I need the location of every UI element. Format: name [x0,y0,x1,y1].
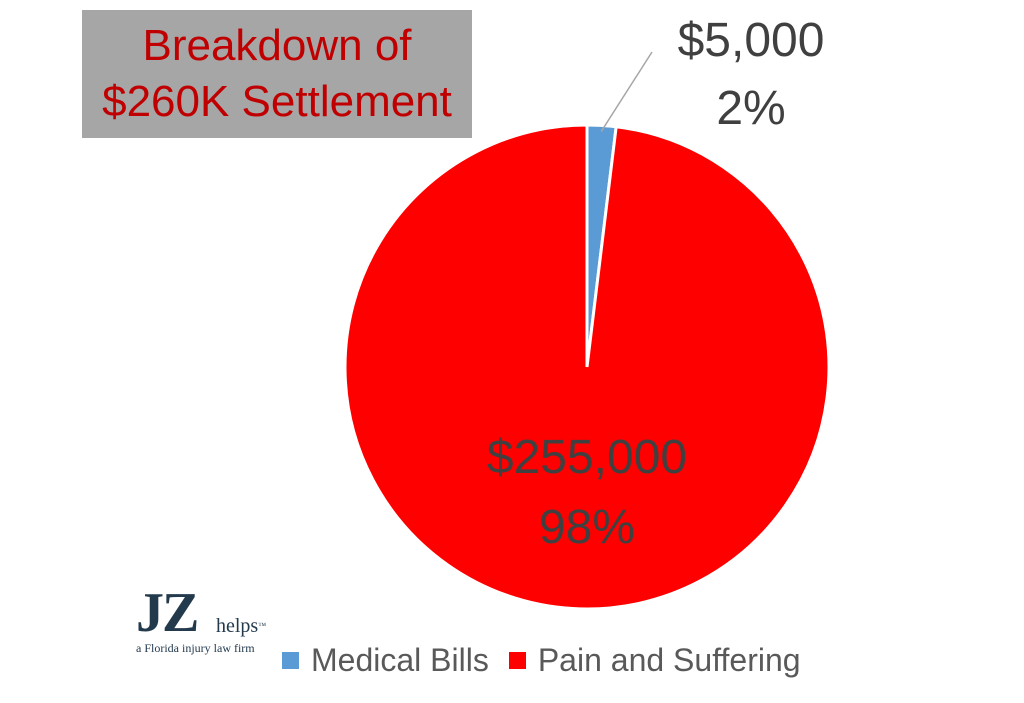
data-label-pain-and-suffering-percent: 98% [539,501,635,554]
data-label-medical-bills-percent: 2% [716,82,785,135]
logo-mark: JZ [136,582,199,644]
legend-swatch-pain-and-suffering [508,651,526,669]
logo-tagline: a Florida injury law firm [136,641,255,655]
data-label-medical-bills-value: $5,000 [678,14,825,67]
pie-slice-pain-and-suffering [343,123,831,611]
legend-label-medical-bills: Medical Bills [311,641,489,678]
legend-swatch-medical-bills [282,651,299,669]
chart-title: Breakdown of $260K Settlement [82,10,472,138]
logo-trademark: ™ [258,621,267,630]
jzhelps-logo: JZ helps™ a Florida injury law firm [136,585,296,665]
legend-label-pain-and-suffering: Pain and Suffering [537,641,801,678]
logo-word: helps™ [216,615,266,637]
legend-item-medical-bills: Medical Bills [282,642,489,679]
chart-title-line-1: Breakdown of [142,21,412,70]
data-label-pain-and-suffering-value: $255,000 [487,431,687,484]
logo-word-text: helps [216,615,259,637]
medical-bills-leader-line [600,51,653,132]
legend-item-pain-and-suffering: Pain and Suffering [508,641,801,679]
chart-legend: Medical Bills Pain and Suffering [282,640,821,680]
chart-title-line-2: $260K Settlement [102,77,452,126]
